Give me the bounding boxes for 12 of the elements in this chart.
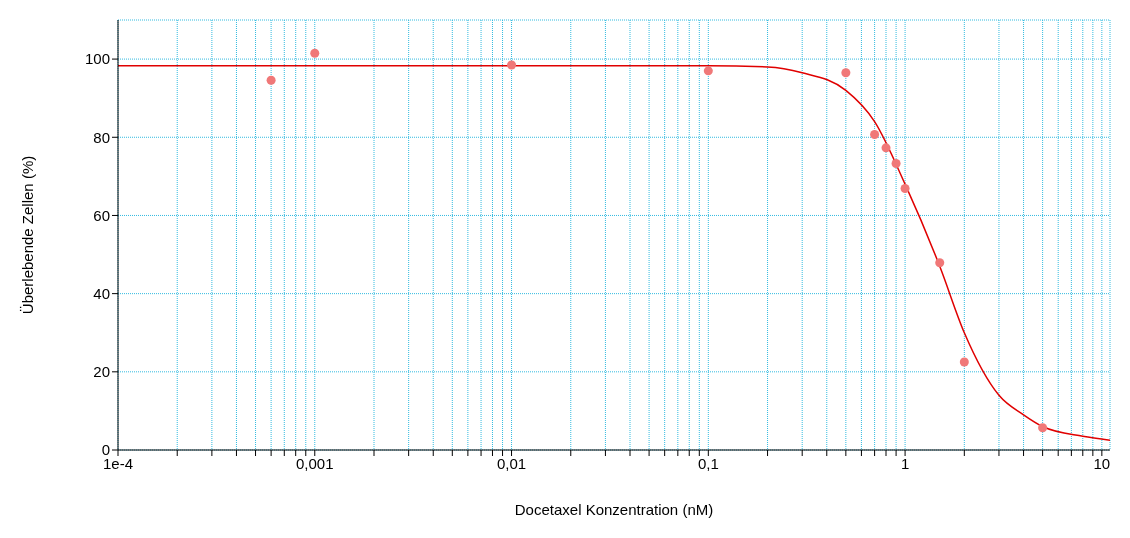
y-tick-label: 40 <box>93 284 110 302</box>
x-tick-label: 1 <box>900 454 910 472</box>
y-tick-label: 20 <box>93 363 110 381</box>
x-axis-title: Docetaxel Konzentration (nM) <box>514 501 714 518</box>
y-tick-label: 100 <box>84 50 110 68</box>
x-tick-label: 0,01 <box>496 454 527 472</box>
x-tick-label: 0,001 <box>296 454 334 472</box>
x-tick-label: 0,1 <box>697 454 719 472</box>
y-axis-title: Überlebende Zellen (%) <box>19 155 37 315</box>
x-tick-label: 10 <box>1093 454 1111 472</box>
y-tick-label: 80 <box>93 128 110 146</box>
y-tick-label: 60 <box>93 206 110 224</box>
